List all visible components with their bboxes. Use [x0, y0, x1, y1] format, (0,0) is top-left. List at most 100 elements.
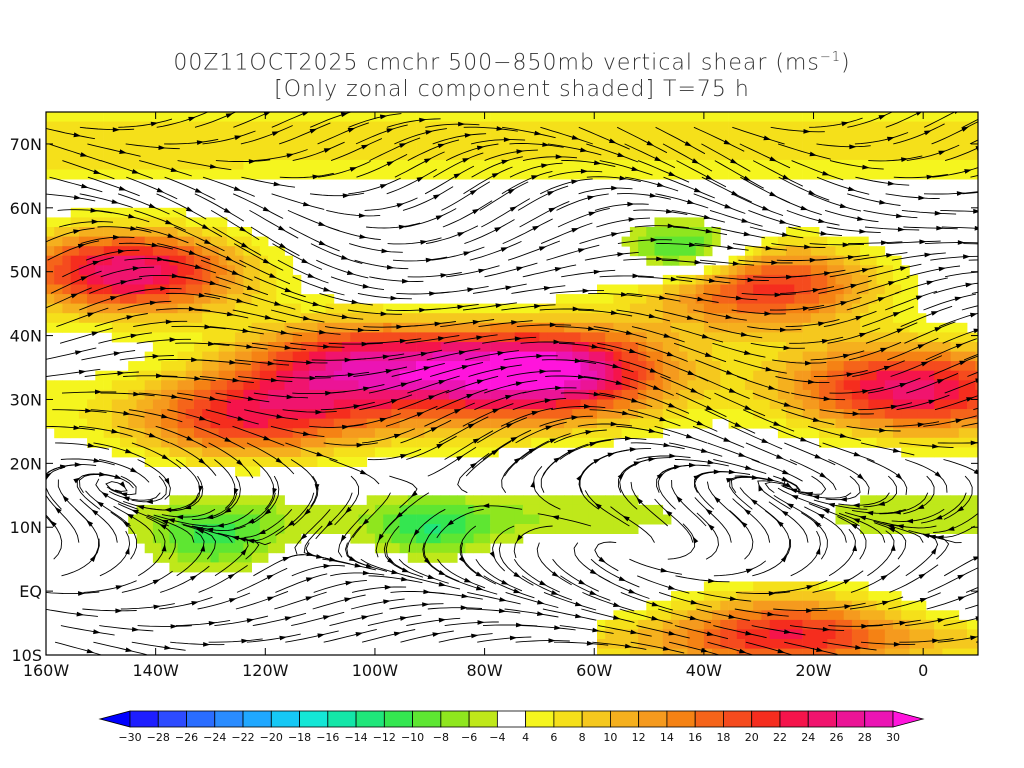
- shear-cell: [909, 112, 919, 122]
- shear-cell: [235, 552, 244, 563]
- streamline-arrowhead: [383, 599, 391, 605]
- shear-cell: [588, 131, 598, 142]
- shear-cell: [210, 552, 220, 563]
- shear-cell: [317, 303, 326, 314]
- streamline-arrowhead: [130, 333, 138, 339]
- shear-cell: [728, 380, 738, 391]
- shear-cell: [523, 150, 532, 161]
- shear-cell: [646, 639, 655, 649]
- streamline: [588, 292, 643, 298]
- shear-cell: [136, 332, 146, 343]
- shear-cell: [876, 322, 886, 333]
- shear-cell: [531, 313, 540, 324]
- streamline: [253, 392, 309, 399]
- shear-cell: [901, 370, 910, 381]
- shear-cell: [810, 380, 820, 391]
- streamline: [971, 291, 978, 294]
- shear-cell: [424, 399, 433, 410]
- shear-cell: [136, 303, 146, 314]
- shear-cell: [884, 418, 894, 429]
- shear-cell: [605, 380, 614, 391]
- shear-cell: [893, 619, 902, 630]
- shear-cell: [868, 169, 877, 180]
- shear-cell: [95, 380, 104, 391]
- shear-cell: [161, 159, 170, 170]
- shear-cell: [481, 351, 491, 362]
- streamline: [324, 326, 380, 331]
- shear-cell: [87, 131, 96, 142]
- streamline-arrowhead: [70, 293, 79, 299]
- shear-cell: [498, 504, 507, 515]
- shear-cell: [597, 399, 606, 410]
- shear-cell: [226, 514, 236, 525]
- shear-cell: [457, 399, 466, 410]
- shear-cell: [268, 351, 277, 362]
- streamline-arrowhead: [315, 409, 323, 415]
- shear-cell: [720, 351, 729, 362]
- shear-cell: [555, 121, 565, 132]
- shear-cell: [284, 533, 294, 544]
- shear-cell: [580, 112, 590, 122]
- shear-cell: [884, 437, 894, 448]
- shear-cell: [761, 332, 770, 343]
- shear-cell: [136, 246, 146, 257]
- shear-cell: [498, 332, 507, 343]
- streamline: [521, 575, 573, 601]
- shear-cell: [638, 131, 647, 142]
- streamline: [252, 459, 275, 510]
- shear-cell: [613, 648, 622, 655]
- shear-cell: [728, 399, 738, 410]
- streamline: [891, 508, 945, 522]
- shear-cell: [884, 351, 894, 362]
- shear-cell: [605, 495, 614, 506]
- shear-cell: [243, 380, 252, 391]
- shear-cell: [366, 342, 376, 352]
- shear-cell: [366, 524, 376, 534]
- shear-cell: [226, 437, 236, 448]
- shear-cell: [440, 150, 450, 161]
- streamline-arrowhead: [861, 623, 869, 629]
- shear-cell: [309, 342, 318, 352]
- shear-cell: [851, 591, 861, 602]
- shear-cell: [95, 207, 104, 218]
- shear-cell: [498, 131, 507, 142]
- shear-cell: [70, 112, 80, 122]
- shear-cell: [235, 428, 244, 439]
- shear-cell: [843, 332, 853, 343]
- shear-cell: [235, 418, 244, 429]
- shear-cell: [761, 648, 770, 655]
- streamline: [619, 608, 673, 624]
- shear-cell: [78, 236, 88, 247]
- streamline: [731, 425, 783, 450]
- shear-cell: [884, 514, 894, 525]
- shear-cell: [580, 150, 590, 161]
- streamline: [389, 475, 418, 509]
- shear-cell: [884, 322, 894, 333]
- streamline: [89, 278, 142, 294]
- shear-cell: [884, 380, 894, 391]
- shear-cell: [547, 313, 557, 324]
- shear-cell: [539, 399, 548, 410]
- streamline-arrowhead: [191, 601, 199, 606]
- streamline-arrowhead: [926, 280, 934, 286]
- shear-cell: [687, 639, 696, 649]
- shear-cell: [152, 313, 162, 324]
- shear-cell: [761, 389, 770, 400]
- shear-cell: [753, 303, 762, 314]
- shear-cell: [679, 380, 688, 391]
- streamline: [895, 277, 948, 294]
- streamline: [656, 243, 711, 248]
- shear-cell: [120, 399, 129, 410]
- shear-cell: [473, 361, 483, 372]
- shear-cell: [333, 332, 343, 343]
- shear-cell: [407, 418, 417, 429]
- shear-cell: [646, 131, 655, 142]
- streamline-arrowhead: [728, 469, 736, 475]
- shear-cell: [169, 217, 178, 228]
- shear-cell: [597, 495, 606, 506]
- shear-cell: [333, 380, 343, 391]
- shear-cell: [161, 380, 170, 391]
- streamline-arrowhead: [323, 344, 331, 349]
- shear-cell: [654, 255, 664, 266]
- streamline-arrowhead: [665, 510, 673, 517]
